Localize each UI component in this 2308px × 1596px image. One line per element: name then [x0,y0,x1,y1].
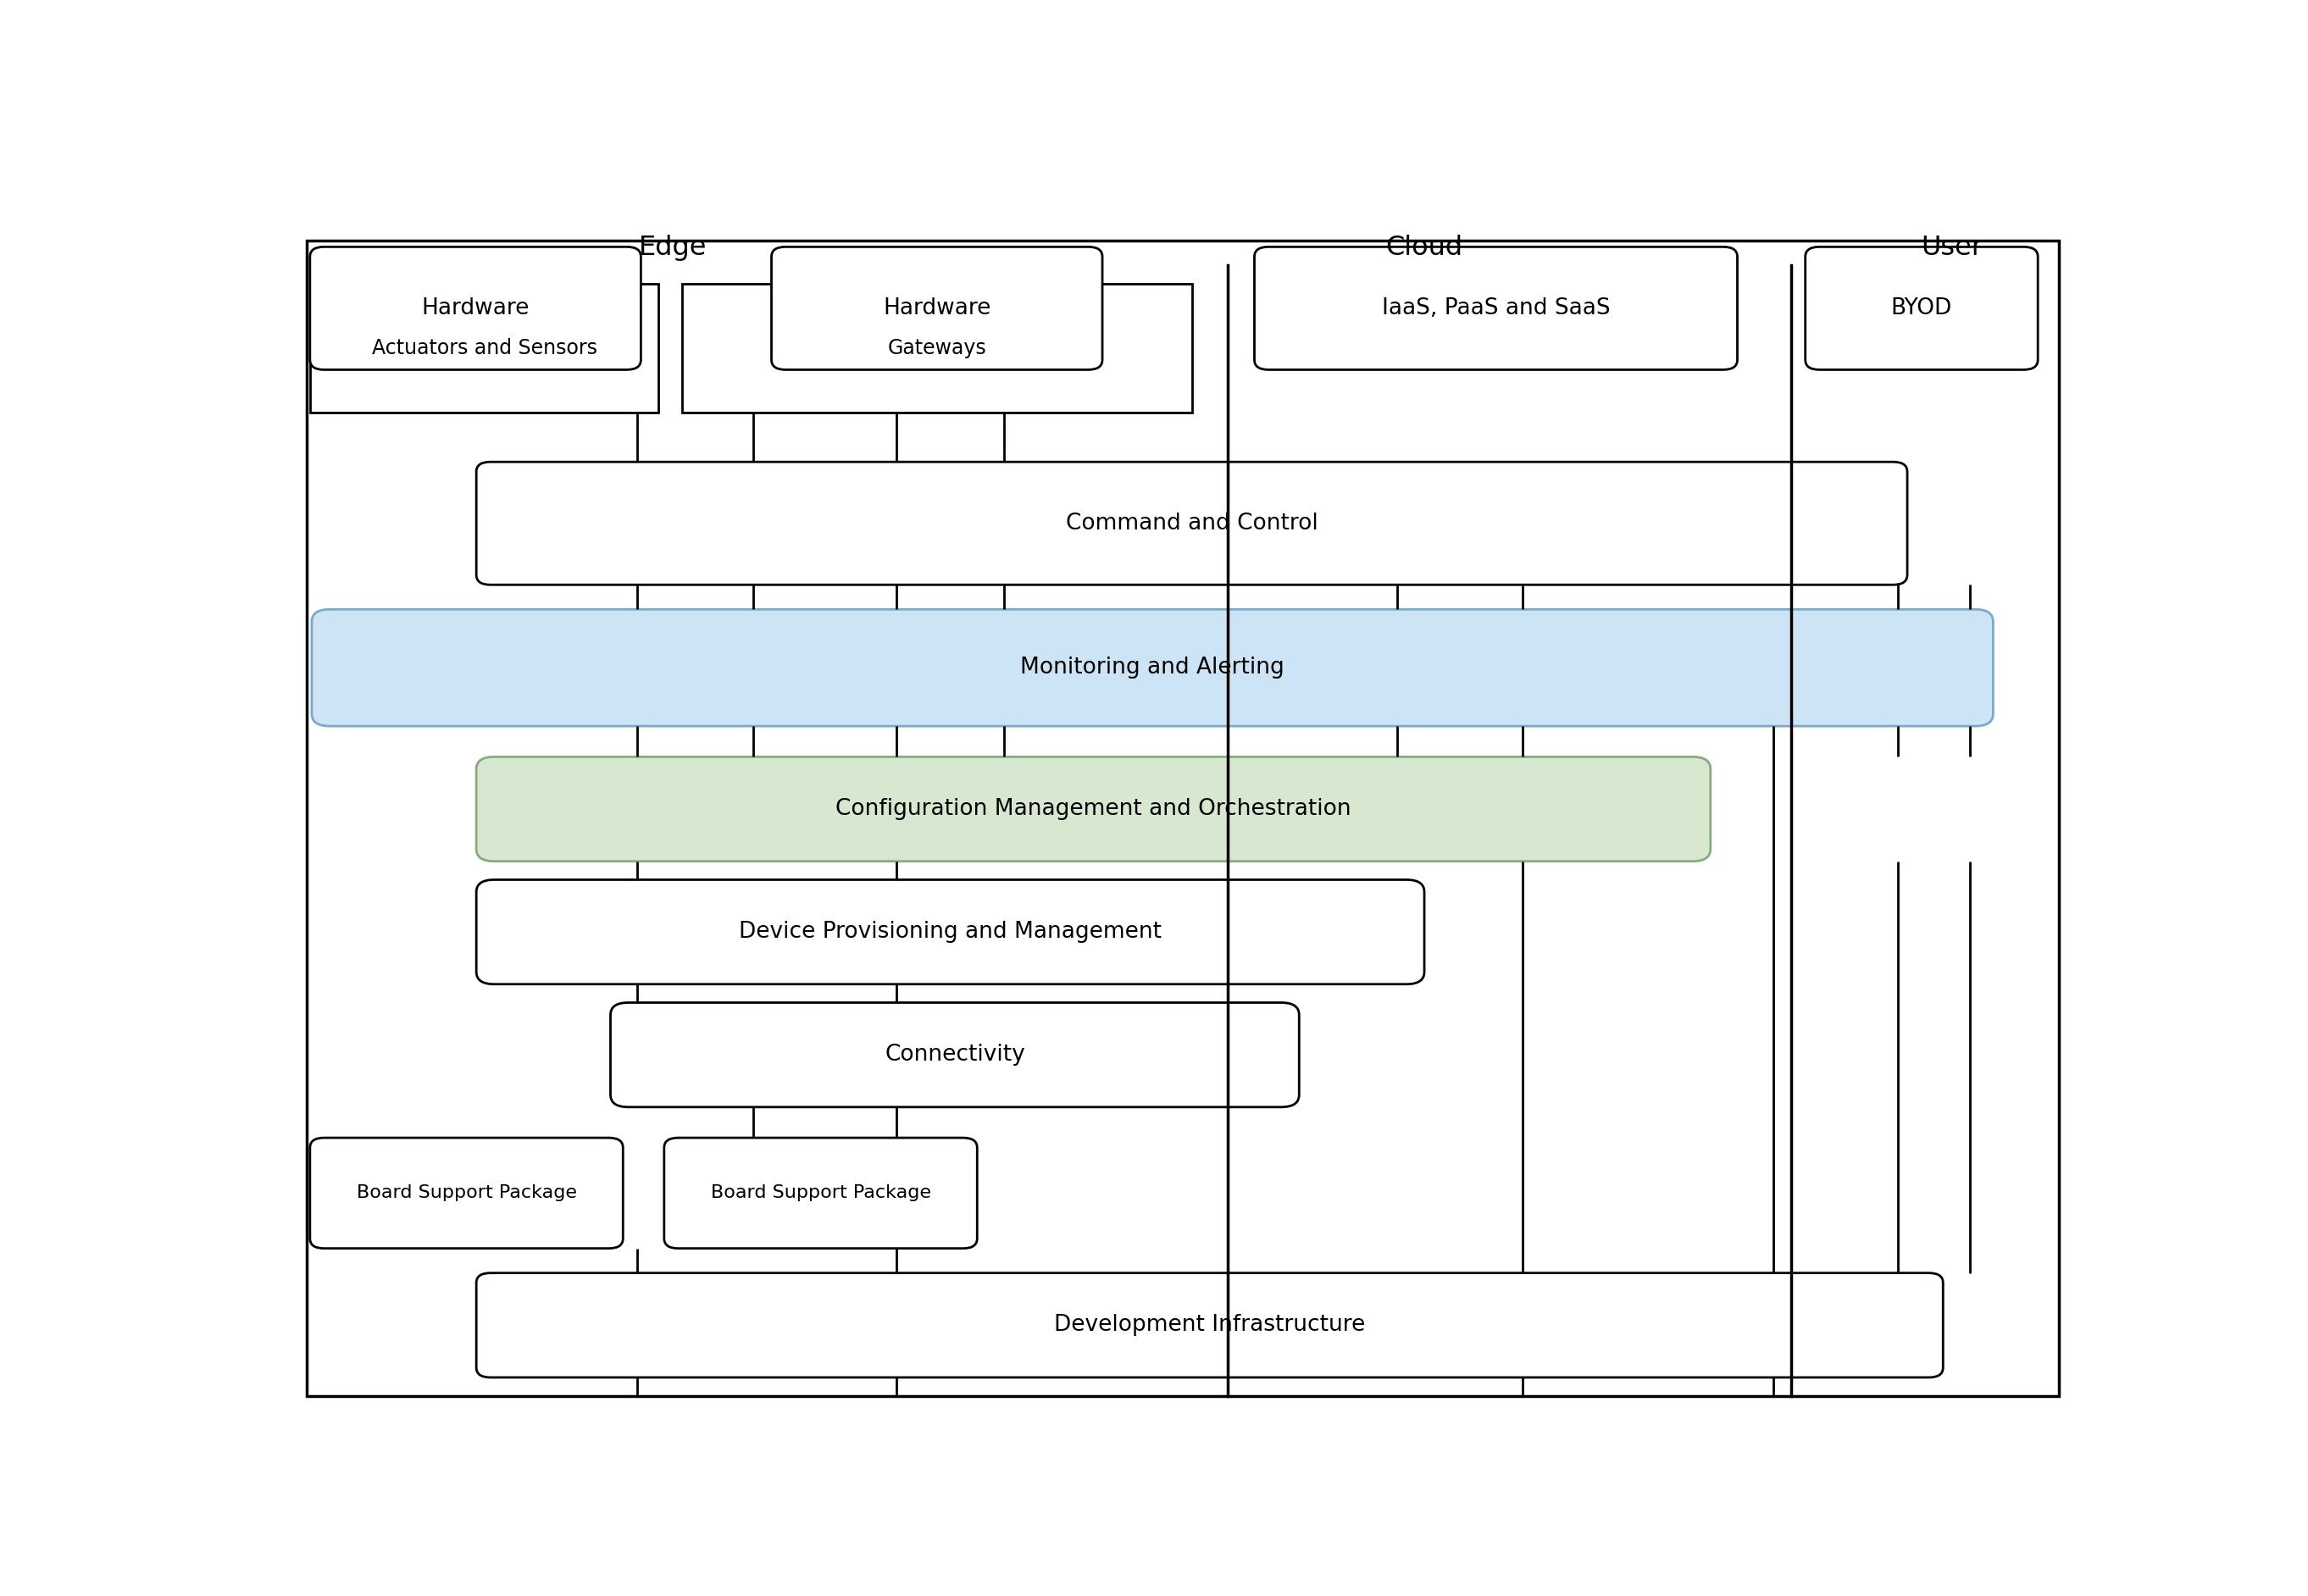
Text: Monitoring and Alerting: Monitoring and Alerting [1020,656,1286,678]
FancyBboxPatch shape [1805,247,2038,370]
FancyBboxPatch shape [665,1138,976,1248]
Text: User: User [1920,235,1983,260]
Text: Gateways: Gateways [889,338,986,359]
Text: Device Provisioning and Management: Device Provisioning and Management [739,921,1161,943]
FancyBboxPatch shape [475,461,1906,584]
FancyBboxPatch shape [475,879,1424,985]
Text: BYOD: BYOD [1890,297,1953,319]
Text: IaaS, PaaS and SaaS: IaaS, PaaS and SaaS [1382,297,1611,319]
FancyBboxPatch shape [609,1002,1299,1108]
Text: Configuration Management and Orchestration: Configuration Management and Orchestrati… [835,798,1350,820]
Text: Hardware: Hardware [422,297,529,319]
Text: Connectivity: Connectivity [884,1044,1025,1066]
FancyBboxPatch shape [309,1138,623,1248]
FancyBboxPatch shape [309,247,642,370]
FancyBboxPatch shape [771,247,1103,370]
Text: Actuators and Sensors: Actuators and Sensors [372,338,598,359]
Text: Cloud: Cloud [1385,235,1463,260]
Text: Board Support Package: Board Support Package [355,1184,577,1202]
Bar [309,284,658,413]
Text: Board Support Package: Board Support Package [711,1184,930,1202]
Text: Command and Control: Command and Control [1066,512,1318,535]
FancyBboxPatch shape [475,1274,1943,1377]
Text: Development Infrastructure: Development Infrastructure [1055,1314,1366,1336]
Text: Hardware: Hardware [884,297,990,319]
FancyBboxPatch shape [475,757,1710,862]
Bar [683,284,1191,413]
FancyBboxPatch shape [312,610,1994,726]
FancyBboxPatch shape [1256,247,1738,370]
Text: Edge: Edge [639,235,706,260]
